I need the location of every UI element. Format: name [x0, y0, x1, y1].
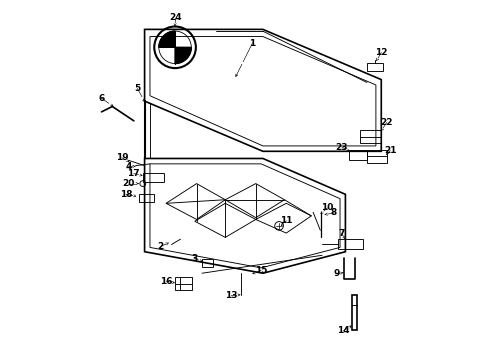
Text: 21: 21	[384, 146, 396, 155]
Text: 12: 12	[375, 48, 388, 57]
Bar	[367, 63, 383, 71]
Text: 6: 6	[98, 94, 105, 103]
Text: 17: 17	[127, 169, 140, 178]
Bar	[139, 194, 153, 202]
Text: 9: 9	[334, 269, 341, 278]
Text: 19: 19	[116, 153, 128, 162]
Text: 18: 18	[120, 190, 132, 199]
Text: 10: 10	[321, 203, 334, 212]
Text: 16: 16	[160, 276, 172, 285]
Bar	[202, 259, 213, 267]
Polygon shape	[175, 47, 191, 63]
Bar	[349, 149, 367, 159]
Text: 2: 2	[158, 242, 164, 251]
Text: 11: 11	[280, 216, 293, 225]
Text: 4: 4	[125, 162, 132, 171]
Text: 24: 24	[169, 13, 181, 22]
Text: 14: 14	[337, 326, 350, 335]
Text: 5: 5	[134, 84, 141, 93]
Text: 20: 20	[122, 179, 135, 188]
Text: 15: 15	[255, 266, 268, 275]
Text: 23: 23	[336, 143, 348, 152]
Text: 8: 8	[331, 208, 337, 217]
Bar	[367, 149, 387, 163]
Bar	[143, 173, 164, 182]
Text: 1: 1	[249, 39, 255, 48]
Bar	[338, 239, 363, 249]
Text: 3: 3	[191, 254, 197, 263]
Text: 13: 13	[225, 291, 238, 300]
Text: 22: 22	[380, 118, 393, 127]
Text: 7: 7	[339, 229, 345, 238]
Bar	[352, 295, 357, 330]
Bar	[175, 277, 192, 291]
Bar	[360, 130, 381, 143]
Polygon shape	[159, 31, 175, 47]
